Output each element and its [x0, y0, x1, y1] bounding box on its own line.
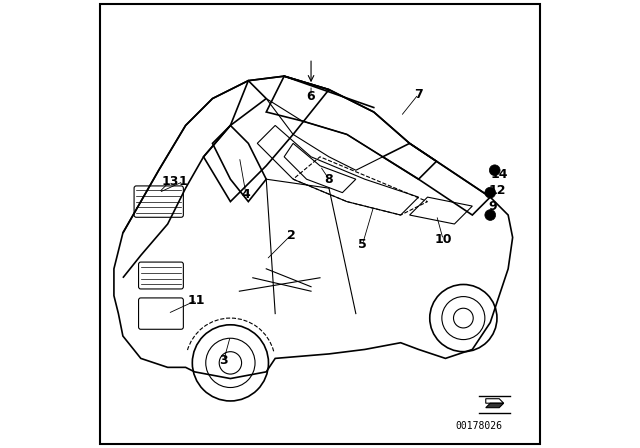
Text: 4: 4 [242, 188, 250, 202]
Text: 6: 6 [307, 90, 316, 103]
Circle shape [490, 165, 500, 176]
Text: 3: 3 [220, 354, 228, 367]
Text: 5: 5 [358, 237, 367, 251]
Circle shape [485, 210, 495, 220]
Text: 11: 11 [188, 293, 205, 307]
Text: 7: 7 [414, 87, 423, 101]
Text: 10: 10 [435, 233, 452, 246]
Circle shape [485, 187, 495, 198]
Text: 9: 9 [488, 199, 497, 213]
Text: 8: 8 [324, 172, 333, 186]
Text: 1: 1 [179, 175, 188, 188]
Text: 12: 12 [488, 184, 506, 197]
Text: 00178026: 00178026 [456, 421, 502, 431]
Polygon shape [486, 403, 504, 408]
Text: 14: 14 [490, 168, 508, 181]
Text: 13: 13 [161, 175, 179, 188]
Text: 2: 2 [287, 228, 295, 242]
